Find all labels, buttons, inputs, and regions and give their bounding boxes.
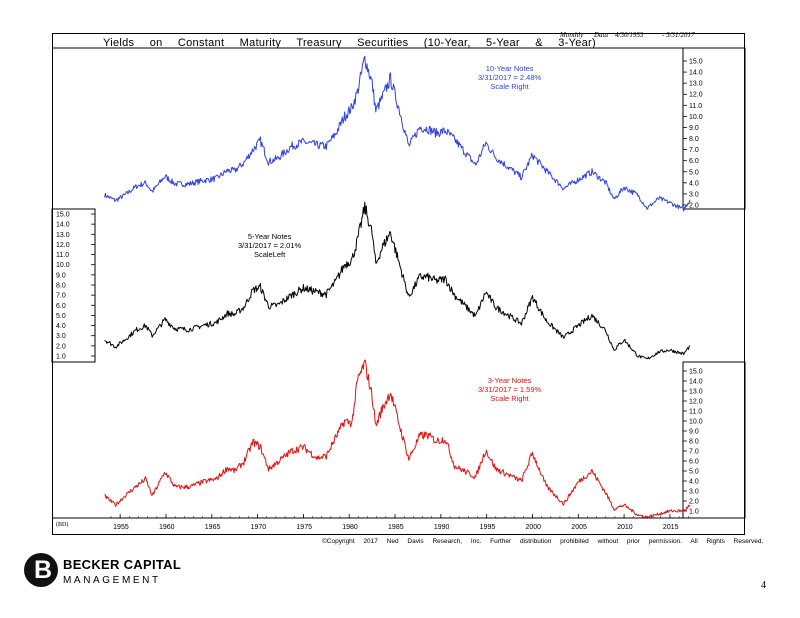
three-year-y-tick-label: 12.0 bbox=[689, 399, 703, 406]
five-year-y-tick-label: 9.0 bbox=[56, 272, 66, 279]
ten-year-annotation-line-1: 10-Year Notes bbox=[485, 64, 534, 73]
date-start: 4/30/1953 bbox=[615, 31, 644, 39]
three-year-y-tick-label: 10.0 bbox=[689, 419, 703, 426]
ten-year-y-tick-label: 5.0 bbox=[689, 169, 699, 176]
five-year-y-tick-label: 4.0 bbox=[56, 323, 66, 330]
five-year-y-tick-label: 6.0 bbox=[56, 303, 66, 310]
frequency-label: Monthly bbox=[560, 31, 584, 39]
company-name-line-2: MANAGEMENT bbox=[63, 575, 161, 586]
five-year-y-tick-label: 7.0 bbox=[56, 293, 66, 300]
three-year-y-tick-label: 14.0 bbox=[689, 379, 703, 386]
five-year-y-tick-label: 10.0 bbox=[56, 262, 70, 269]
x-tick-label: 1980 bbox=[342, 524, 358, 531]
three-year-annotation-line-3: Scale Right bbox=[490, 394, 529, 403]
ten-year-axis-box bbox=[682, 47, 746, 210]
ten-year-y-tick-label: 11.0 bbox=[689, 103, 702, 110]
three-year-y-tick-label: 4.0 bbox=[689, 479, 699, 486]
x-tick-label: 1975 bbox=[296, 524, 312, 531]
three-year-annotation-line-1: 3-Year Notes bbox=[487, 376, 532, 385]
three-year-y-tick-label: 3.0 bbox=[689, 489, 699, 496]
x-tick-label: 2005 bbox=[571, 524, 587, 531]
five-year-y-tick-label: 15.0 bbox=[56, 212, 70, 219]
ten-year-annotation-line-2: 3/31/2017 = 2.48% bbox=[478, 73, 542, 82]
company-name-line-1: BECKER CAPITAL bbox=[63, 557, 182, 572]
three-year-y-tick-label: 6.0 bbox=[689, 459, 699, 466]
x-tick-label: 1985 bbox=[388, 524, 404, 531]
five-year-y-tick-label: 13.0 bbox=[56, 232, 70, 239]
x-tick-label: 1970 bbox=[251, 524, 267, 531]
x-tick-label: 1995 bbox=[480, 524, 496, 531]
five-year-annotation-line-1: 5-Year Notes bbox=[247, 232, 292, 241]
five-year-y-tick-label: 2.0 bbox=[56, 343, 66, 350]
x-tick-label: 1960 bbox=[159, 524, 175, 531]
three-year-y-tick-label: 1.0 bbox=[689, 509, 699, 516]
ten-year-annotation: 10-Year Notes 3/31/2017 = 2.48% Scale Ri… bbox=[478, 64, 541, 91]
five-year-annotation-line-3: ScaleLeft bbox=[253, 250, 286, 259]
chart-title: Yields on Constant Maturity Treasury Sec… bbox=[103, 37, 596, 49]
ten-year-y-tick-label: 15.0 bbox=[689, 59, 703, 66]
becker-logo-icon bbox=[24, 553, 58, 587]
x-tick-label: 1955 bbox=[113, 524, 129, 531]
x-tick-label: 2010 bbox=[617, 524, 633, 531]
three-year-y-tick-label: 9.0 bbox=[689, 429, 699, 436]
three-year-yield-line bbox=[104, 359, 691, 519]
ten-year-y-tick-label: 6.0 bbox=[689, 158, 699, 165]
five-year-y-tick-label: 1.0 bbox=[56, 354, 66, 361]
five-year-axis-box bbox=[51, 208, 96, 363]
five-year-yield-line bbox=[104, 201, 691, 360]
x-tick-label: 2015 bbox=[663, 524, 679, 531]
ten-year-y-tick-label: 3.0 bbox=[689, 191, 699, 198]
x-tick-label: 1965 bbox=[205, 524, 221, 531]
three-year-y-tick-label: 13.0 bbox=[689, 389, 703, 396]
five-year-y-tick-label: 14.0 bbox=[56, 222, 70, 229]
ten-year-y-tick-label: 10.0 bbox=[689, 114, 703, 121]
source-tag: (BD) bbox=[56, 522, 69, 528]
x-tick-label: 2000 bbox=[525, 524, 541, 531]
x-tick-label: 1990 bbox=[434, 524, 450, 531]
ten-year-y-tick-label: 2.0 bbox=[689, 203, 699, 210]
five-year-y-tick-label: 5.0 bbox=[56, 313, 66, 320]
ten-year-y-tick-label: 12.0 bbox=[689, 92, 703, 99]
five-year-y-tick-label: 8.0 bbox=[56, 283, 66, 290]
ten-year-y-tick-label: 13.0 bbox=[689, 81, 703, 88]
five-year-y-tick-label: 12.0 bbox=[56, 242, 70, 249]
data-label: Data bbox=[594, 31, 608, 39]
date-end: - 3/31/2017 bbox=[662, 31, 695, 39]
ten-year-y-tick-label: 7.0 bbox=[689, 147, 699, 154]
ten-year-yield-line bbox=[104, 55, 691, 212]
five-year-y-tick-label: 3.0 bbox=[56, 333, 66, 340]
five-year-annotation-line-2: 3/31/2017 = 2.01% bbox=[238, 241, 302, 250]
three-year-y-tick-label: 15.0 bbox=[689, 369, 703, 376]
three-year-annotation: 3-Year Notes 3/31/2017 = 1.59% Scale Rig… bbox=[478, 376, 541, 403]
three-year-y-tick-label: 11.0 bbox=[689, 409, 702, 416]
five-year-annotation: 5-Year Notes 3/31/2017 = 2.01% ScaleLeft bbox=[238, 232, 301, 259]
ten-year-y-tick-label: 4.0 bbox=[689, 180, 699, 187]
three-year-y-tick-label: 8.0 bbox=[689, 439, 699, 446]
ten-year-y-tick-label: 9.0 bbox=[689, 125, 699, 132]
three-year-annotation-line-2: 3/31/2017 = 1.59% bbox=[478, 385, 542, 394]
ten-year-y-tick-label: 14.0 bbox=[689, 70, 703, 77]
five-year-y-tick-label: 11.0 bbox=[56, 252, 69, 259]
page-number: 4 bbox=[761, 580, 766, 591]
ten-year-annotation-line-3: Scale Right bbox=[490, 82, 529, 91]
logo-letter: B bbox=[34, 556, 53, 584]
copyright-notice: ©Copyright 2017 Ned Davis Research, Inc.… bbox=[322, 538, 764, 545]
three-year-y-tick-label: 2.0 bbox=[689, 499, 699, 506]
three-year-y-tick-label: 7.0 bbox=[689, 449, 699, 456]
three-year-y-tick-label: 5.0 bbox=[689, 469, 699, 476]
ten-year-y-tick-label: 8.0 bbox=[689, 136, 699, 143]
